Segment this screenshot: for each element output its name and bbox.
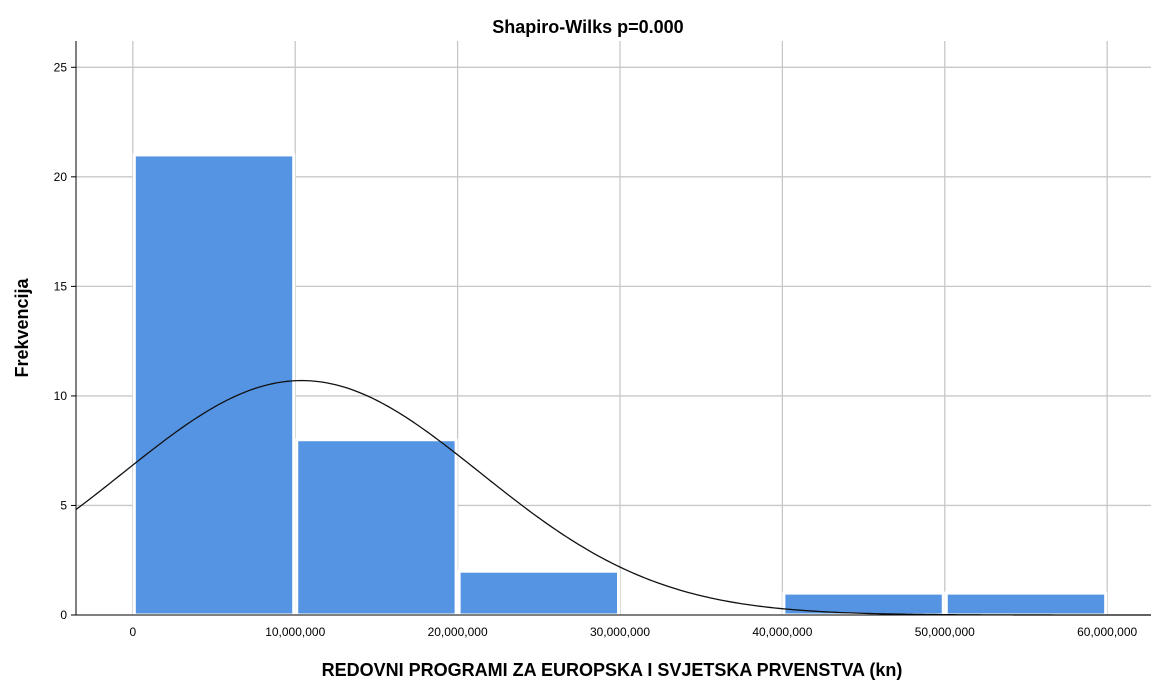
y-axis-label: Frekvencija [12, 277, 32, 377]
tick-labels: 0 5 10 15 20 25 0 10,000,000 20,000,000 30,000,00… [54, 60, 1138, 639]
x-tick-label: 0 [129, 625, 136, 639]
histogram-bar [782, 591, 945, 617]
x-tick-label: 40,000,000 [752, 625, 812, 639]
x-tick-label: 50,000,000 [915, 625, 975, 639]
bars [132, 153, 1108, 617]
histogram-bar [132, 153, 296, 617]
x-axis-label: REDOVNI PROGRAMI ZA EUROPSKA I SVJETSKA … [322, 660, 903, 680]
x-tick-label: 20,000,000 [428, 625, 488, 639]
y-tick-label: 0 [60, 608, 67, 622]
y-tick-label: 5 [60, 498, 67, 512]
histogram-bar [944, 591, 1108, 617]
y-tick-label: 25 [54, 60, 68, 74]
y-tick-label: 15 [54, 279, 68, 293]
x-tick-label: 30,000,000 [590, 625, 650, 639]
x-tick-label: 60,000,000 [1077, 625, 1137, 639]
histogram-bar [295, 438, 458, 617]
y-tick-label: 20 [54, 170, 68, 184]
x-tick-label: 10,000,000 [265, 625, 325, 639]
y-tick-label: 10 [54, 389, 68, 403]
histogram-bar [457, 569, 620, 617]
chart-title: Shapiro-Wilks p=0.000 [492, 17, 683, 37]
axes [71, 41, 1151, 616]
